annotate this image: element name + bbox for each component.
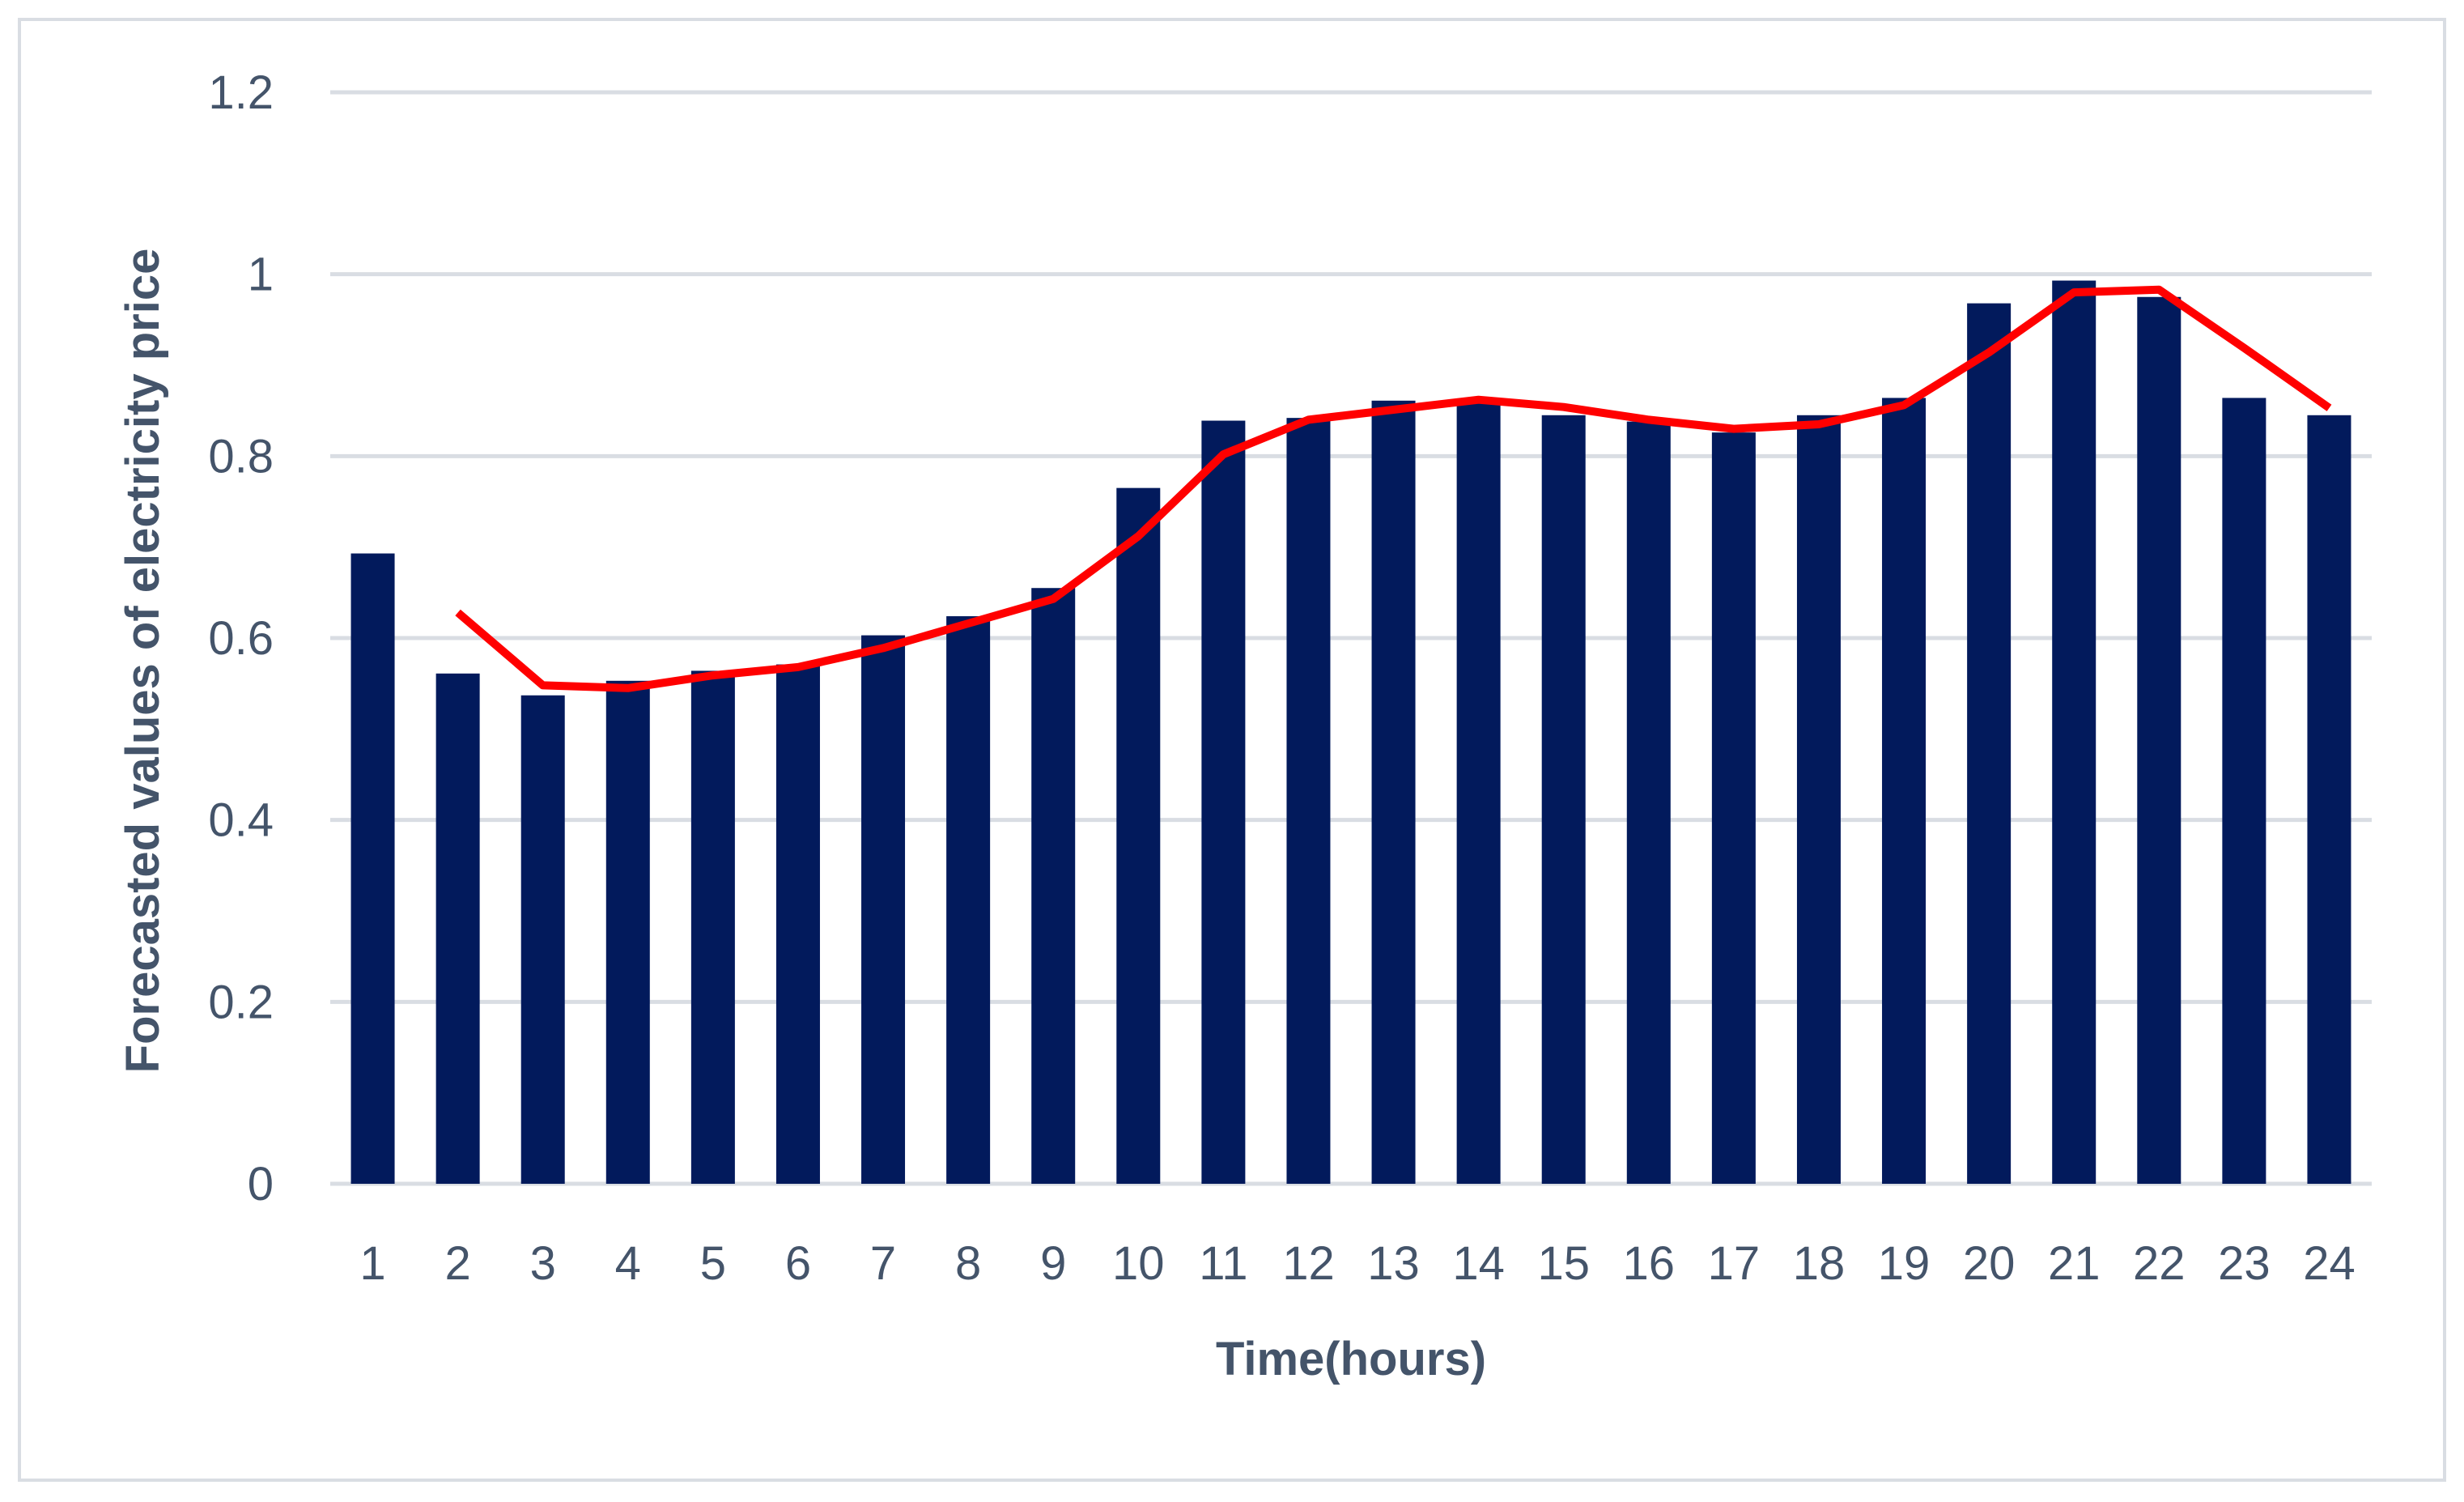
y-tick-label: 0.4: [208, 794, 274, 847]
bar: [1711, 432, 1756, 1184]
bar: [690, 670, 735, 1184]
bar: [946, 616, 991, 1184]
line-series: [455, 285, 2332, 692]
x-axis-ticks: 1 2 3 4 5 6 7 8 9 10 11 12 13 14 15 16 17 18 19 20 21 22 23 24: [359, 1237, 2355, 1290]
x-tick-label: 12: [1282, 1237, 1335, 1290]
x-tick-label: 24: [2303, 1237, 2356, 1290]
bar: [861, 635, 906, 1184]
x-tick-label: 22: [2133, 1237, 2186, 1290]
x-tick-label: 13: [1367, 1237, 1420, 1290]
gridlines: [330, 90, 2372, 1186]
bar: [1967, 303, 2012, 1185]
x-tick-label: 4: [615, 1237, 641, 1290]
bar: [775, 664, 820, 1184]
bar: [1371, 400, 1416, 1184]
x-tick-label: 17: [1708, 1237, 1761, 1290]
bar: [1031, 588, 1076, 1184]
x-tick-label: 21: [2048, 1237, 2101, 1290]
x-tick-label: 8: [955, 1237, 981, 1290]
bar: [2222, 398, 2266, 1184]
x-tick-label: 19: [1878, 1237, 1931, 1290]
bar: [1456, 399, 1501, 1185]
y-tick-label: 0.2: [208, 976, 274, 1028]
y-tick-label: 1.2: [208, 66, 274, 119]
x-tick-label: 11: [1199, 1237, 1247, 1290]
y-tick-label: 0.6: [208, 612, 274, 665]
x-axis-title: Time(hours): [1216, 1333, 1486, 1385]
y-tick-label: 0: [248, 1158, 274, 1211]
bar: [350, 553, 395, 1184]
bar: [1882, 398, 1927, 1184]
bar: [1626, 421, 1671, 1184]
bar: [1116, 487, 1161, 1184]
y-axis-title: Forecasted values of electricity price: [117, 249, 169, 1074]
x-tick-label: 18: [1793, 1237, 1846, 1290]
x-tick-label: 2: [444, 1237, 470, 1290]
x-tick-label: 1: [359, 1237, 385, 1290]
bar: [1286, 418, 1331, 1184]
bar: [1541, 415, 1586, 1184]
bar: [2052, 280, 2097, 1184]
forecast-line: [455, 285, 2332, 692]
x-tick-label: 14: [1452, 1237, 1505, 1290]
x-tick-label: 7: [870, 1237, 896, 1290]
x-tick-label: 15: [1537, 1237, 1590, 1290]
y-tick-label: 0.8: [208, 430, 274, 483]
bar: [2137, 296, 2181, 1184]
bar: [605, 680, 650, 1184]
x-tick-label: 10: [1112, 1237, 1165, 1290]
bar: [520, 695, 565, 1184]
x-tick-label: 6: [785, 1237, 811, 1290]
x-tick-label: 20: [1963, 1237, 2016, 1290]
bar: [1201, 420, 1246, 1184]
bar-series: [350, 280, 2351, 1185]
bar: [435, 673, 480, 1184]
x-tick-label: 3: [530, 1237, 556, 1290]
bar: [2307, 415, 2351, 1184]
y-axis-ticks: 0 0.2 0.4 0.6 0.8 1 1.2: [208, 66, 274, 1211]
bar: [1796, 415, 1841, 1184]
x-tick-label: 9: [1040, 1237, 1066, 1290]
y-tick-label: 1: [248, 249, 274, 301]
x-tick-label: 5: [700, 1237, 726, 1290]
x-tick-label: 23: [2218, 1237, 2271, 1290]
x-tick-label: 16: [1623, 1237, 1676, 1290]
